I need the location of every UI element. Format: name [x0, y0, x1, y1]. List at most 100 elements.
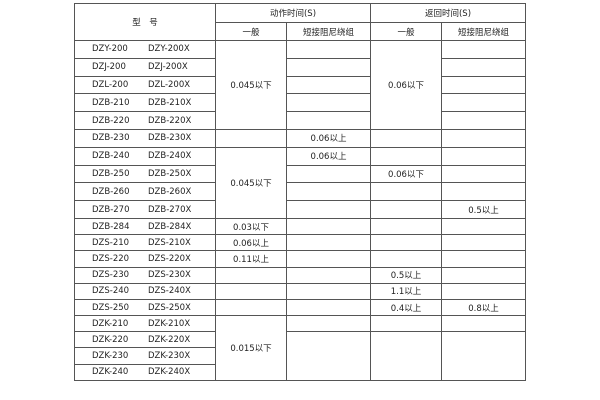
- header-model: 型 号: [74, 3, 216, 41]
- value-cell: [441, 40, 526, 59]
- value-cell: 0.8以上: [441, 298, 526, 317]
- value-cell: [286, 200, 371, 219]
- model-name: DZK-220: [92, 334, 129, 345]
- table-row: DZB-270 DZB-270X 0.5以上: [74, 200, 526, 219]
- header-action-time: 动作时间(S): [215, 3, 371, 23]
- value-cell: 0.11以上: [215, 250, 287, 268]
- value-cell: [441, 266, 526, 284]
- value-cell: [441, 234, 526, 252]
- model-x-variant: DZS-250X: [148, 302, 191, 313]
- value-cell: 0.06以上: [215, 234, 287, 252]
- model-cell: DZB-240 DZB-240X: [74, 146, 216, 166]
- value-cell: [370, 128, 442, 148]
- value-cell: 0.015以下: [215, 315, 287, 381]
- value-cell: [286, 298, 371, 317]
- model-x-variant: DZB-260X: [148, 186, 192, 197]
- model-cell: DZB-270 DZB-270X: [74, 200, 216, 219]
- model-name: DZS-240: [92, 286, 130, 297]
- value-cell: [370, 250, 442, 268]
- model-x-variant: DZL-200X: [148, 79, 191, 90]
- model-cell: DZB-230 DZB-230X: [74, 128, 216, 148]
- model-cell: DZJ-200 DZJ-200X: [74, 57, 216, 77]
- value-cell: [286, 217, 371, 236]
- value-cell: [370, 200, 442, 219]
- value-cell: [370, 146, 442, 166]
- value-cell: 0.045以下: [215, 40, 287, 130]
- table-row: DZB-210 DZB-210X: [74, 93, 526, 113]
- value-cell: [215, 266, 287, 284]
- header-return-time: 返回时间(S): [370, 3, 526, 23]
- value-cell: [370, 234, 442, 252]
- value-cell: [215, 298, 287, 317]
- model-x-variant: DZB-250X: [148, 168, 192, 179]
- model-name: DZB-260: [92, 186, 130, 197]
- value-cell: [286, 40, 371, 59]
- model-cell: DZK-240 DZK-240X: [74, 363, 216, 381]
- value-cell: 0.06以上: [286, 146, 371, 166]
- model-cell: DZB-250 DZB-250X: [74, 164, 216, 184]
- value-cell: 0.5以上: [370, 266, 442, 284]
- model-name: DZS-220: [92, 253, 130, 264]
- value-cell: [286, 331, 371, 381]
- value-cell: [441, 111, 526, 130]
- model-name: DZK-230: [92, 351, 129, 362]
- value-cell: [441, 75, 526, 95]
- table-row: DZK-240 DZK-240X: [74, 363, 526, 381]
- model-cell: DZB-220 DZB-220X: [74, 111, 216, 130]
- model-x-variant: DZB-270X: [148, 204, 192, 215]
- model-cell: DZB-210 DZB-210X: [74, 93, 216, 113]
- value-cell: [286, 111, 371, 130]
- model-cell: DZS-240 DZS-240X: [74, 282, 216, 300]
- value-cell: [286, 250, 371, 268]
- model-x-variant: DZB-220X: [148, 115, 192, 126]
- value-cell: [441, 57, 526, 77]
- header-return-general: 一般: [370, 22, 442, 41]
- model-name: DZB-220: [92, 115, 130, 126]
- relay-timing-table: 型 号 动作时间(S) 返回时间(S) 一般 短接阻尼绕组 一般 短接阻尼绕组 …: [74, 3, 526, 381]
- table-row: DZS-230 DZS-230X 0.5以上: [74, 266, 526, 284]
- value-cell: [370, 315, 442, 333]
- model-name: DZS-210: [92, 237, 130, 248]
- model-cell: DZS-230 DZS-230X: [74, 266, 216, 284]
- model-x-variant: DZS-210X: [148, 237, 191, 248]
- model-x-variant: DZB-284X: [148, 221, 192, 232]
- model-x-variant: DZY-200X: [148, 44, 190, 55]
- model-x-variant: DZS-220X: [148, 253, 191, 264]
- value-cell: [286, 93, 371, 113]
- table-row: DZS-250 DZS-250X 0.4以上 0.8以上: [74, 298, 526, 317]
- table-row: DZK-210 DZK-210X 0.015以下: [74, 315, 526, 381]
- model-cell: DZS-210 DZS-210X: [74, 234, 216, 252]
- table-body: DZY-200 DZY-200X 0.045以下 0.06以下 DZJ-200 DZJ-2…: [74, 40, 526, 381]
- model-x-variant: DZB-210X: [148, 97, 192, 108]
- value-cell: [286, 234, 371, 252]
- model-name: DZB-270: [92, 204, 130, 215]
- value-cell: 0.06以下: [370, 164, 442, 184]
- table-row: DZL-200 DZL-200X: [74, 75, 526, 95]
- model-cell: DZL-200 DZL-200X: [74, 75, 216, 95]
- table-row: DZJ-200 DZJ-200X: [74, 57, 526, 77]
- table-row: DZB-230 DZB-230X 0.06以上: [74, 128, 526, 148]
- model-cell: DZB-284 DZB-284X: [74, 217, 216, 236]
- value-cell: [441, 217, 526, 236]
- model-name: DZB-250: [92, 168, 130, 179]
- value-cell: [286, 164, 371, 184]
- model-name: DZS-250: [92, 302, 130, 313]
- value-cell: [286, 266, 371, 284]
- model-name: DZK-210: [92, 318, 129, 329]
- value-cell: [441, 331, 526, 381]
- value-cell: [286, 75, 371, 95]
- model-x-variant: DZJ-200X: [148, 62, 188, 73]
- model-x-variant: DZK-210X: [148, 318, 191, 329]
- value-cell: [441, 315, 526, 333]
- model-name: DZB-230: [92, 133, 130, 144]
- value-cell: [441, 146, 526, 166]
- table-row: DZS-220 DZS-220X 0.11以上: [74, 250, 526, 268]
- value-cell: [215, 128, 287, 148]
- model-name: DZY-200: [92, 44, 128, 55]
- value-cell: [370, 331, 442, 381]
- value-cell: [441, 250, 526, 268]
- model-x-variant: DZB-230X: [148, 133, 192, 144]
- value-cell: [286, 282, 371, 300]
- model-x-variant: DZK-220X: [148, 334, 191, 345]
- table-row: DZB-250 DZB-250X 0.06以下: [74, 164, 526, 184]
